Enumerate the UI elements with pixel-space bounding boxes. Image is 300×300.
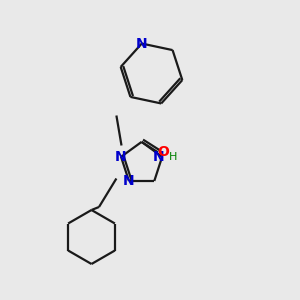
Text: N: N [123, 174, 135, 188]
Text: N: N [153, 150, 164, 164]
Text: H: H [169, 152, 177, 162]
Text: N: N [136, 37, 148, 50]
Text: O: O [158, 146, 169, 159]
Text: N: N [115, 150, 127, 164]
